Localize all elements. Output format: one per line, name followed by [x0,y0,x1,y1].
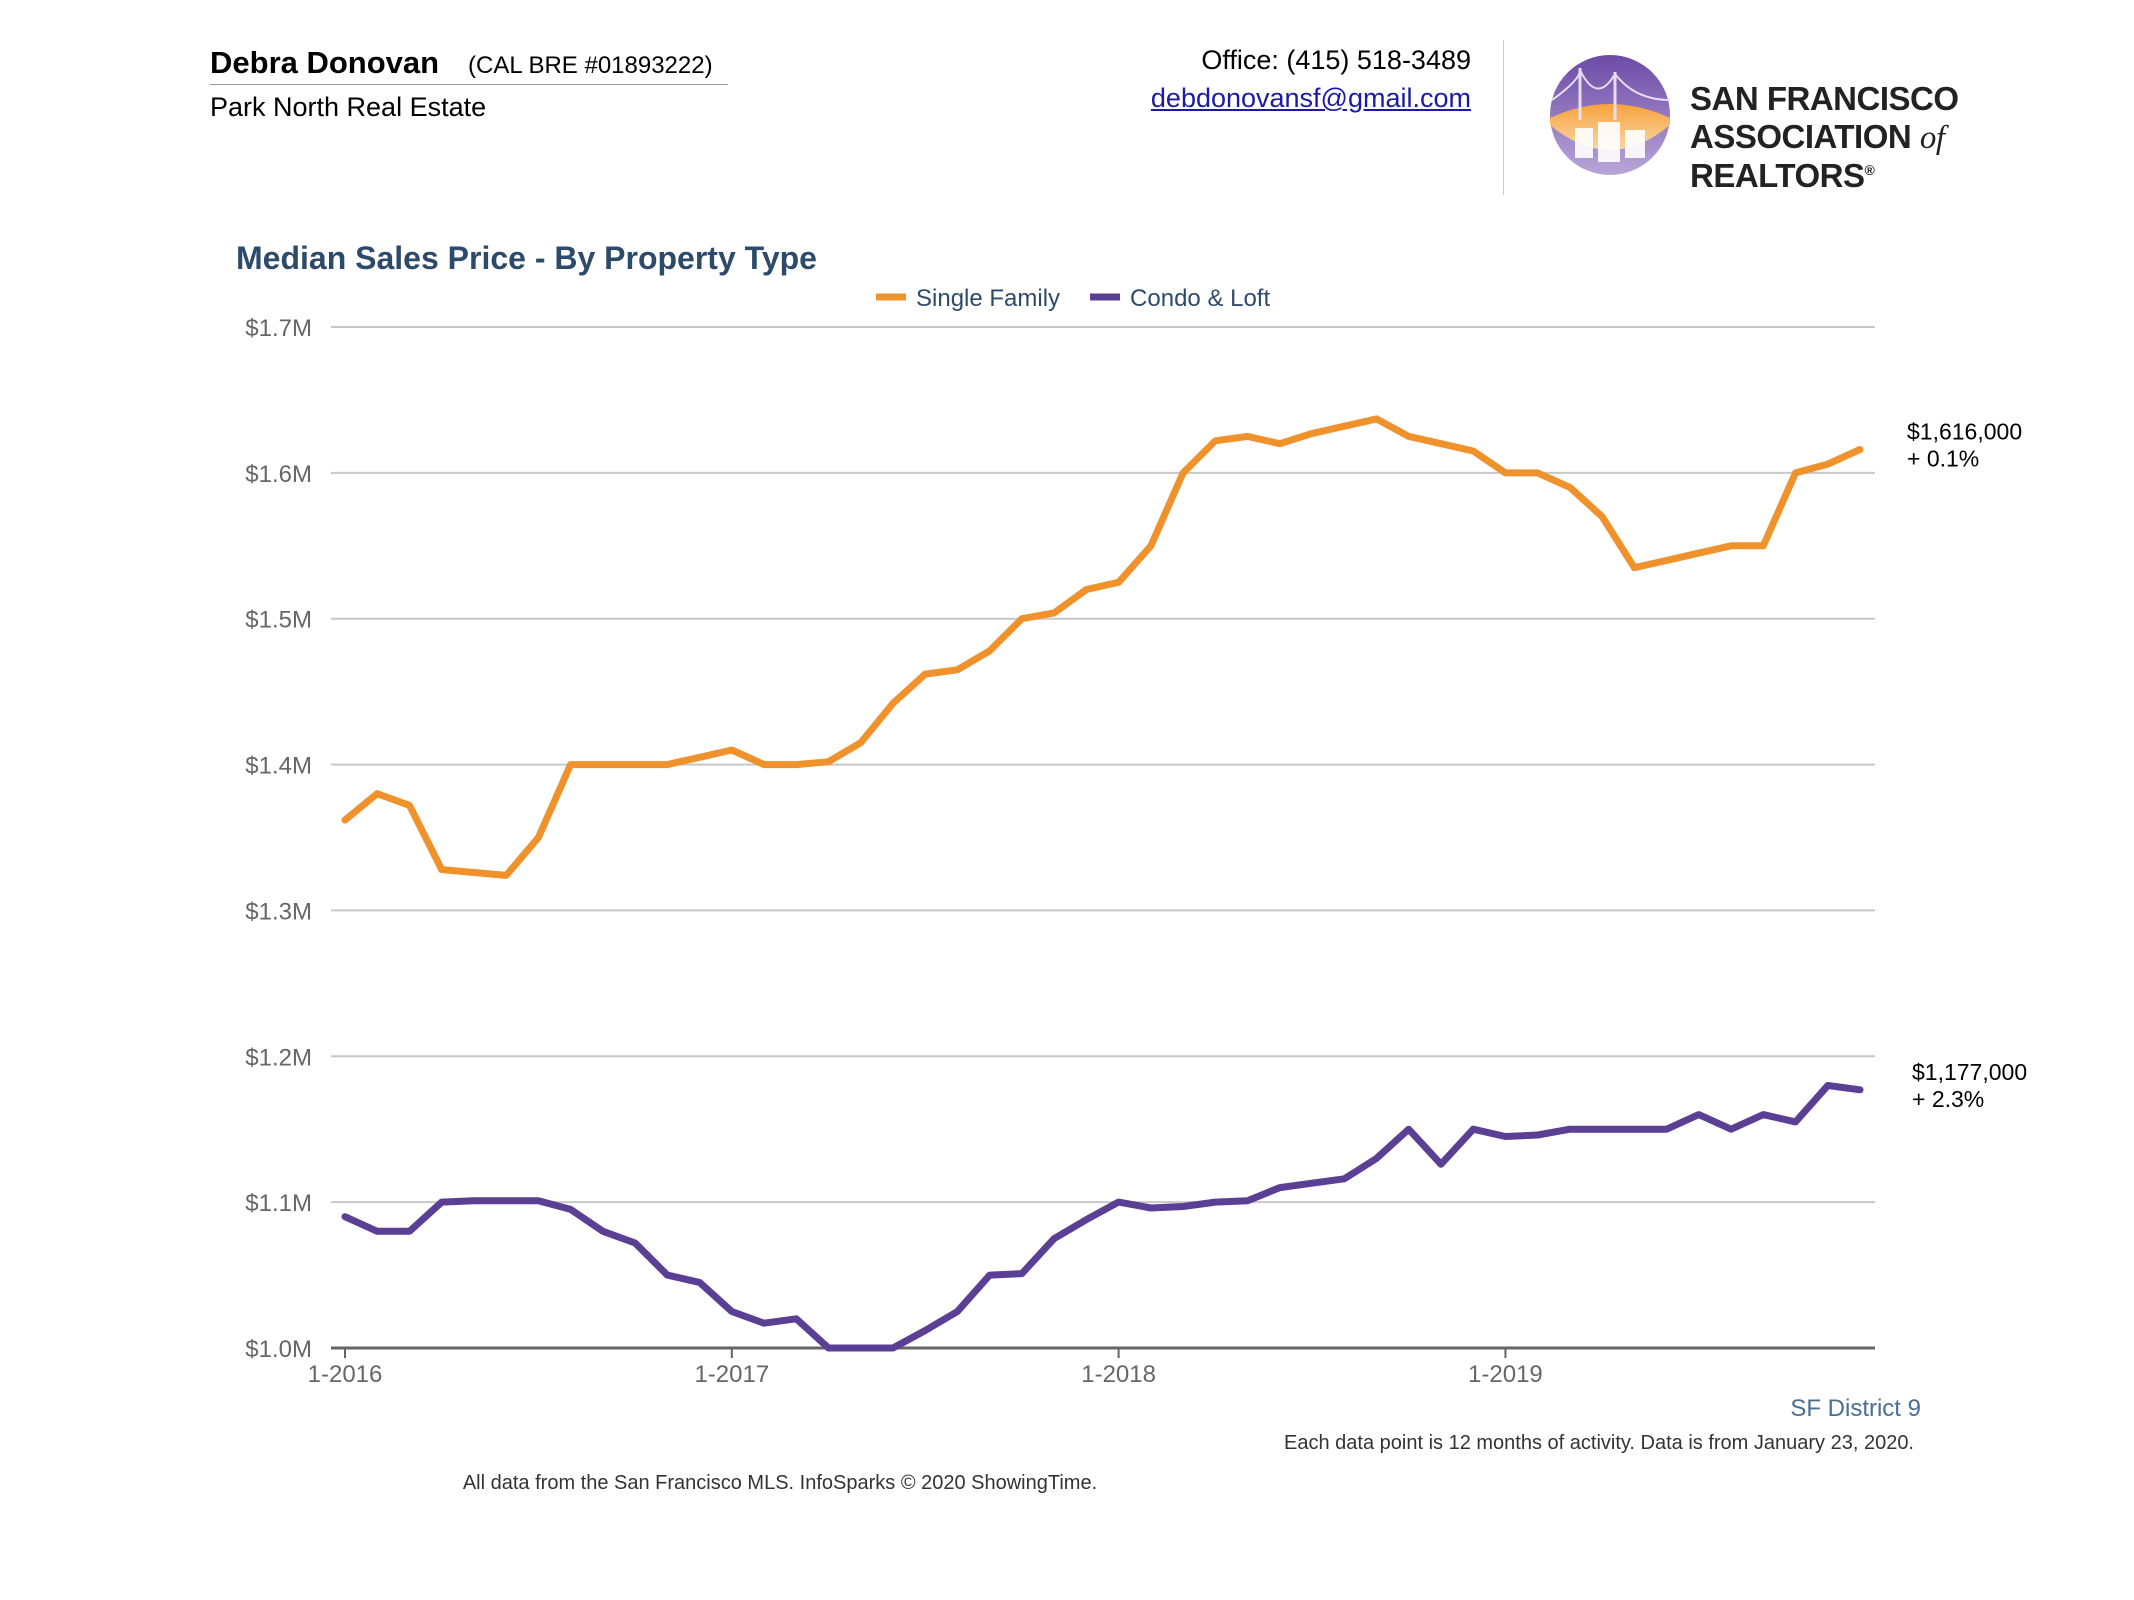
end-value-label: $1,177,000 [1912,1059,2027,1085]
email-link[interactable]: debdonovansf@gmail.com [1150,83,1471,113]
y-tick-label: $1.3M [245,898,312,925]
x-tick-label: 1-2018 [1081,1361,1156,1388]
registered-mark: ® [1864,162,1875,178]
legend-label: Single Family [916,285,1060,312]
org-name-realtors: REALTORS [1690,157,1865,194]
y-tick-label: $1.6M [245,461,312,488]
chart-title: Median Sales Price - By Property Type [236,240,817,276]
y-tick-label: $1.7M [245,315,312,342]
org-name-of: of [1919,120,1945,156]
org-name-association: ASSOCIATION [1690,118,1920,155]
org-name-line2: ASSOCIATION of REALTORS® [1690,118,2134,195]
end-value-label: $1,616,000 [1907,419,2022,445]
header-divider [1503,40,1504,195]
series-line-single-family [341,415,1864,879]
sfar-logo-icon [1550,55,1671,175]
x-tick-label: 1-2019 [1468,1361,1543,1388]
agent-underline [210,84,728,85]
company-name: Park North Real Estate [210,92,487,122]
org-name-line1: SAN FRANCISCO [1690,80,1959,117]
source-credit: All data from the San Francisco MLS. Inf… [462,1472,1098,1494]
end-change-label: + 2.3% [1912,1086,1984,1112]
region-label: SF District 9 [1790,1395,1921,1422]
y-tick-label: $1.2M [245,1044,312,1071]
x-tick-label: 1-2016 [308,1361,383,1388]
agent-name: Debra Donovan [210,45,440,80]
y-tick-label: $1.4M [245,753,312,780]
y-tick-label: $1.0M [245,1336,312,1363]
data-footnote: Each data point is 12 months of activity… [1284,1432,1914,1454]
agent-license: (CAL BRE #01893222) [468,52,713,79]
series-line-condo-loft [341,1082,1864,1352]
y-tick-label: $1.1M [245,1190,312,1217]
office-phone: Office: (415) 518-3489 [1201,45,1471,75]
end-change-label: + 0.1% [1907,446,1979,472]
y-tick-label: $1.5M [245,607,312,634]
legend-label: Condo & Loft [1130,285,1270,312]
x-tick-label: 1-2017 [694,1361,769,1388]
